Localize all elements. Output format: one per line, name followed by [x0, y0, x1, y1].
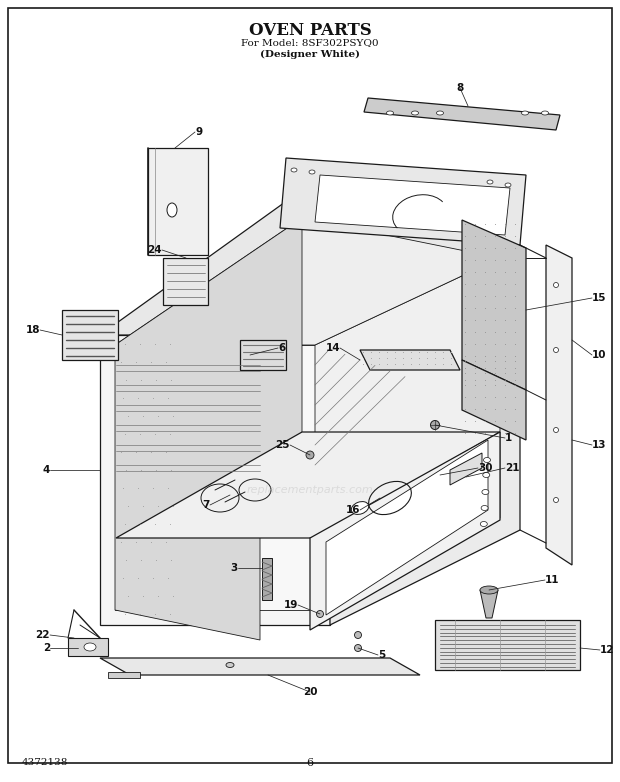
Text: 7: 7	[203, 500, 210, 510]
Text: 24: 24	[148, 245, 162, 255]
Polygon shape	[280, 158, 526, 245]
Ellipse shape	[316, 611, 324, 618]
Polygon shape	[450, 453, 482, 485]
Polygon shape	[360, 350, 460, 370]
Ellipse shape	[484, 457, 490, 462]
Text: replacementparts.com: replacementparts.com	[247, 485, 373, 495]
Polygon shape	[326, 440, 488, 615]
Text: 3: 3	[231, 563, 238, 573]
Polygon shape	[108, 672, 140, 678]
Ellipse shape	[430, 421, 440, 429]
Polygon shape	[315, 258, 500, 610]
Polygon shape	[100, 200, 520, 335]
Ellipse shape	[487, 180, 493, 184]
Polygon shape	[148, 148, 208, 255]
Ellipse shape	[554, 282, 559, 288]
Ellipse shape	[386, 111, 394, 115]
Polygon shape	[115, 218, 500, 345]
Text: 4372138: 4372138	[22, 758, 68, 767]
Polygon shape	[163, 258, 208, 305]
Ellipse shape	[483, 472, 490, 478]
Polygon shape	[62, 310, 118, 360]
Text: 10: 10	[592, 350, 606, 360]
Ellipse shape	[167, 203, 177, 217]
Text: 9: 9	[195, 127, 202, 137]
Polygon shape	[100, 658, 420, 675]
Ellipse shape	[521, 111, 528, 115]
Ellipse shape	[412, 111, 418, 115]
Text: 20: 20	[303, 687, 317, 697]
Text: 18: 18	[25, 325, 40, 335]
Ellipse shape	[541, 111, 549, 115]
Polygon shape	[315, 175, 510, 235]
Ellipse shape	[309, 170, 315, 174]
Text: 14: 14	[326, 343, 340, 353]
Polygon shape	[310, 432, 500, 630]
Ellipse shape	[226, 662, 234, 668]
Polygon shape	[100, 335, 330, 625]
Polygon shape	[435, 620, 580, 670]
Text: OVEN PARTS: OVEN PARTS	[249, 22, 371, 39]
Text: 12: 12	[600, 645, 614, 655]
Text: 8: 8	[456, 83, 464, 93]
Ellipse shape	[291, 168, 297, 172]
Ellipse shape	[480, 522, 487, 526]
Text: 25: 25	[275, 440, 290, 450]
Ellipse shape	[355, 644, 361, 651]
Text: For Model: 8SF302PSYQ0: For Model: 8SF302PSYQ0	[241, 38, 379, 47]
Polygon shape	[115, 345, 315, 610]
Text: 11: 11	[545, 575, 559, 585]
Ellipse shape	[355, 632, 361, 638]
Text: 5: 5	[378, 650, 385, 660]
Polygon shape	[364, 98, 560, 130]
Polygon shape	[546, 245, 572, 565]
Text: 13: 13	[592, 440, 606, 450]
Ellipse shape	[436, 111, 443, 115]
Text: 15: 15	[592, 293, 606, 303]
Polygon shape	[462, 220, 526, 390]
Text: 4: 4	[43, 465, 50, 475]
Text: 30: 30	[478, 463, 492, 473]
Ellipse shape	[84, 643, 96, 651]
Text: 2: 2	[43, 643, 50, 653]
Text: 6: 6	[306, 758, 314, 768]
Ellipse shape	[554, 497, 559, 503]
Text: 19: 19	[283, 600, 298, 610]
Text: 22: 22	[35, 630, 50, 640]
Polygon shape	[68, 638, 108, 656]
Text: 16: 16	[345, 505, 360, 515]
Ellipse shape	[554, 347, 559, 353]
Ellipse shape	[481, 505, 488, 511]
Polygon shape	[115, 218, 302, 640]
Ellipse shape	[482, 490, 489, 494]
Polygon shape	[462, 360, 526, 440]
Polygon shape	[116, 432, 500, 538]
Ellipse shape	[554, 428, 559, 432]
Ellipse shape	[505, 183, 511, 187]
Polygon shape	[330, 245, 520, 625]
Text: 6: 6	[278, 343, 285, 353]
Ellipse shape	[480, 586, 498, 594]
Text: 21: 21	[505, 463, 520, 473]
Text: 1: 1	[505, 433, 512, 443]
Ellipse shape	[306, 451, 314, 459]
Ellipse shape	[352, 501, 369, 515]
Polygon shape	[480, 590, 498, 618]
Text: (Designer White): (Designer White)	[260, 50, 360, 59]
Polygon shape	[262, 558, 272, 600]
Polygon shape	[240, 340, 286, 370]
